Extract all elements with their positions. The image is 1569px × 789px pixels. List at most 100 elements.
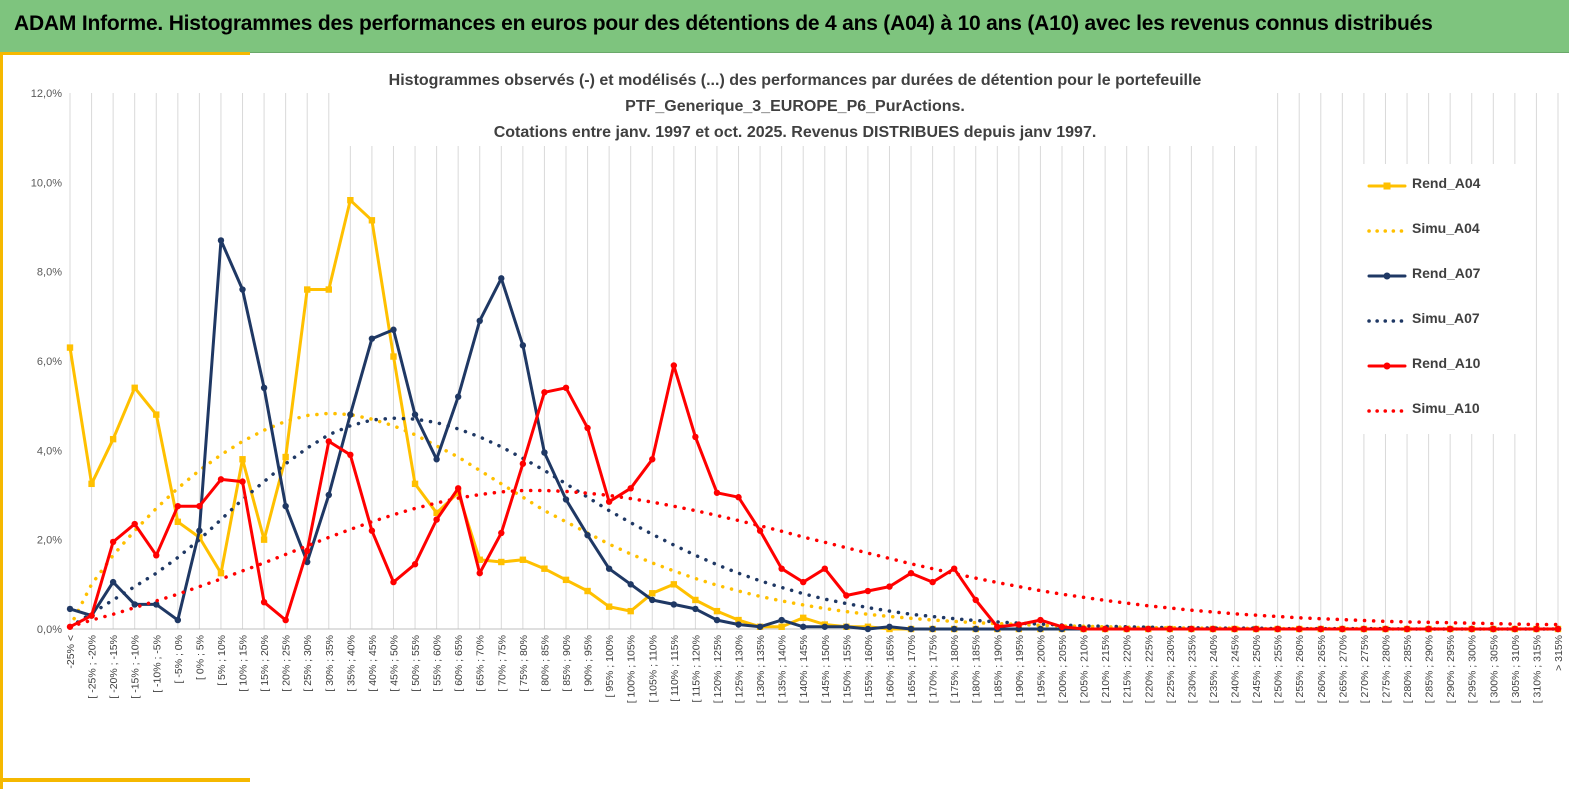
x-tick-label: [ -15% ; -10% xyxy=(130,635,142,699)
data-point-rend-a10 xyxy=(907,569,915,577)
x-tick-label: [ 25% ; 30% xyxy=(302,635,314,692)
x-tick-label: [ 235% ; 240% xyxy=(1208,635,1220,703)
x-tick-label: [ 10% ; 15% xyxy=(238,635,250,692)
data-point-rend-a10 xyxy=(627,485,634,492)
data-point-rend-a04 xyxy=(713,607,721,615)
data-point-rend-a10 xyxy=(1015,621,1023,628)
x-tick-label: [ 30% ; 35% xyxy=(324,635,336,692)
legend-label: Simu_A07 xyxy=(1412,310,1480,326)
legend-label: Simu_A04 xyxy=(1412,220,1480,236)
x-tick-label: [ 15% ; 20% xyxy=(259,635,271,692)
x-tick-label: [ 305% ; 310% xyxy=(1510,635,1522,703)
x-tick-label: [ -20% ; -15% xyxy=(108,635,120,699)
data-point-rend-a04 xyxy=(519,556,527,563)
x-tick-label: [ 60% ; 65% xyxy=(453,635,465,692)
report-title: ADAM Informe. Histogrammes des performan… xyxy=(14,12,1433,35)
data-point-rend-a10 xyxy=(282,616,289,624)
legend-swatch-rend-a04 xyxy=(1367,182,1407,190)
data-point-rend-a07 xyxy=(713,616,721,624)
data-point-rend-a04 xyxy=(541,565,548,572)
data-point-rend-a07 xyxy=(390,326,397,333)
data-point-rend-a10 xyxy=(325,438,332,445)
data-point-rend-a07 xyxy=(433,456,440,463)
data-point-rend-a04 xyxy=(174,518,182,525)
data-point-rend-a07 xyxy=(756,623,764,630)
data-point-rend-a10 xyxy=(950,565,958,572)
data-point-rend-a04 xyxy=(778,623,785,630)
chart-title-line-1: Histogrammes observés (-) et modélisés (… xyxy=(388,72,1202,89)
data-point-rend-a10 xyxy=(735,494,742,501)
data-point-rend-a10 xyxy=(843,592,850,599)
data-point-rend-a04 xyxy=(627,607,634,615)
data-point-rend-a07 xyxy=(950,625,958,633)
data-point-rend-a10 xyxy=(1296,625,1303,633)
data-point-rend-a04 xyxy=(692,596,699,604)
legend-label: Rend_A07 xyxy=(1412,265,1481,281)
data-point-rend-a07 xyxy=(821,623,828,630)
data-point-rend-a10 xyxy=(1080,625,1087,633)
data-point-rend-a10 xyxy=(821,565,828,572)
data-point-rend-a10 xyxy=(196,502,203,510)
legend-item-rend-a10: Rend_A10 xyxy=(1348,344,1518,389)
x-tick-label: [ 285% ; 290% xyxy=(1424,635,1436,703)
data-point-rend-a07 xyxy=(670,601,678,608)
data-point-rend-a10 xyxy=(929,578,936,586)
data-point-rend-a10 xyxy=(109,538,117,546)
data-point-rend-a07 xyxy=(886,623,893,630)
x-tick-label: [ 155% ; 160% xyxy=(863,635,875,703)
x-tick-label: [ 250% ; 255% xyxy=(1273,635,1285,703)
data-point-rend-a07 xyxy=(239,286,246,293)
x-tick-label: [ 35% ; 40% xyxy=(345,635,357,692)
data-point-rend-a10 xyxy=(713,489,721,496)
chart-legend: Rend_A04 Simu_A04 Rend_A07 Simu_A07 Rend_A10… xyxy=(1348,164,1518,434)
data-point-rend-a04 xyxy=(282,453,289,461)
data-point-rend-a04 xyxy=(217,569,225,577)
data-point-rend-a10 xyxy=(1166,625,1174,633)
data-point-rend-a10 xyxy=(1511,625,1519,633)
data-point-rend-a10 xyxy=(153,552,160,559)
x-tick-label: [ 230% ; 235% xyxy=(1186,635,1198,703)
x-tick-label: -25% < xyxy=(65,635,77,669)
legend-label: Rend_A10 xyxy=(1412,355,1481,371)
legend-item-rend-a07: Rend_A07 xyxy=(1348,254,1518,299)
data-point-rend-a07 xyxy=(627,581,634,588)
data-point-rend-a10 xyxy=(864,587,872,595)
x-tick-label: [ 200% ; 205% xyxy=(1057,635,1069,703)
data-point-rend-a10 xyxy=(476,569,483,577)
data-point-rend-a10 xyxy=(498,529,505,537)
data-point-rend-a07 xyxy=(196,527,203,534)
legend-item-rend-a04: Rend_A04 xyxy=(1348,164,1518,209)
data-point-rend-a10 xyxy=(605,498,613,505)
legend-label: Simu_A10 xyxy=(1412,400,1480,416)
legend-swatch-simu-a10 xyxy=(1367,409,1407,413)
x-tick-label: [ 205% ; 210% xyxy=(1079,635,1091,703)
data-point-rend-a07 xyxy=(411,411,419,418)
x-tick-label: [ 180% ; 185% xyxy=(971,635,983,703)
x-tick-label: [ 265% ; 270% xyxy=(1337,635,1349,703)
legend-item-simu-a10: Simu_A10 xyxy=(1348,389,1518,434)
data-point-rend-a07 xyxy=(498,275,505,282)
data-point-rend-a10 xyxy=(433,516,440,523)
data-point-rend-a04 xyxy=(649,590,656,597)
x-tick-label: [ 110% ; 115% xyxy=(669,635,681,702)
data-point-rend-a10 xyxy=(1101,625,1109,633)
data-point-rend-a04 xyxy=(88,480,95,488)
data-point-rend-a10 xyxy=(1317,625,1324,633)
data-point-rend-a04 xyxy=(605,603,613,610)
legend-swatch-simu-a07 xyxy=(1367,319,1407,323)
data-point-rend-a10 xyxy=(994,623,1001,630)
data-point-rend-a10 xyxy=(1360,625,1368,633)
data-point-rend-a07 xyxy=(541,449,548,456)
y-tick-label: 12,0% xyxy=(31,88,62,100)
data-point-rend-a07 xyxy=(907,625,915,633)
data-point-rend-a04 xyxy=(390,353,397,360)
chart-title-line-3: Cotations entre janv. 1997 et oct. 2025.… xyxy=(493,124,1097,141)
chart-title-line-2: PTF_Generique_3_EUROPE_P6_PurActions. xyxy=(625,98,965,115)
data-point-rend-a04 xyxy=(498,558,505,566)
data-point-rend-a10 xyxy=(174,502,182,510)
data-point-rend-a10 xyxy=(1403,625,1411,633)
accent-bar-left xyxy=(0,52,3,789)
x-tick-label: [ 215% ; 220% xyxy=(1122,635,1134,703)
data-point-rend-a04 xyxy=(304,286,311,293)
